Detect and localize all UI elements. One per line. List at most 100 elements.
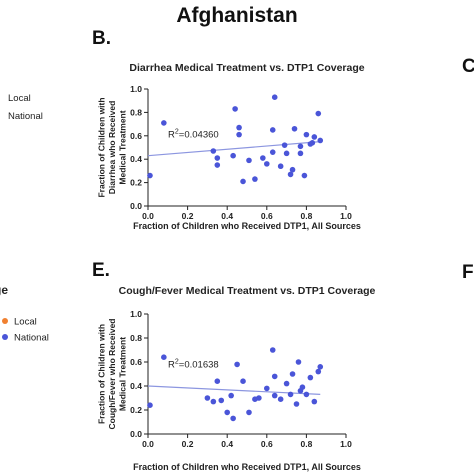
y-tick-label: 0.4 bbox=[130, 381, 142, 391]
data-point bbox=[234, 361, 240, 368]
data-point bbox=[232, 106, 238, 112]
data-point bbox=[287, 171, 294, 178]
y-tick-label: 0.4 bbox=[130, 154, 142, 164]
y-axis-label-line: Fraction of Children with bbox=[97, 97, 107, 197]
r-squared-superscript: 2 bbox=[175, 359, 179, 366]
panel-letter: E. bbox=[92, 260, 110, 281]
r-squared-prefix: R bbox=[168, 360, 175, 371]
data-point bbox=[317, 137, 324, 144]
y-tick-label: 0.8 bbox=[130, 107, 142, 117]
data-point bbox=[277, 396, 284, 403]
x-tick-label: 0.0 bbox=[142, 439, 154, 449]
data-point bbox=[309, 140, 316, 146]
chart-cough-fever: E. Cough/Fever Medical Treatment vs. DTP1… bbox=[92, 260, 376, 472]
r-squared-prefix: R bbox=[168, 130, 175, 141]
data-point bbox=[218, 397, 225, 404]
data-point bbox=[283, 380, 290, 387]
panel-letter-f: F bbox=[462, 262, 474, 283]
panel-letter-c: C bbox=[462, 56, 474, 77]
r-squared-value: =0.04360 bbox=[179, 130, 219, 141]
data-point bbox=[214, 378, 221, 385]
y-axis-label-line: Cough/Fever who Received bbox=[107, 319, 117, 430]
legend-national-marker bbox=[2, 334, 8, 340]
data-point bbox=[269, 127, 276, 133]
data-point bbox=[246, 157, 252, 164]
y-axis-label: Fraction of Children withDiarrhea who Re… bbox=[97, 97, 128, 197]
data-point bbox=[236, 124, 242, 131]
y-axis-label-line: Fraction of Children with bbox=[97, 324, 107, 424]
data-point bbox=[228, 392, 234, 399]
data-point bbox=[214, 162, 221, 168]
data-point bbox=[260, 155, 266, 161]
y-tick-label: 0.0 bbox=[130, 429, 142, 439]
data-point bbox=[315, 110, 322, 117]
legend-top: Local National bbox=[8, 93, 43, 122]
y-tick-label: 1.0 bbox=[130, 309, 142, 319]
data-point bbox=[161, 120, 167, 126]
data-point bbox=[311, 134, 318, 140]
data-point bbox=[303, 391, 310, 398]
x-tick-label: 0.4 bbox=[221, 211, 233, 221]
data-point bbox=[264, 161, 270, 167]
legend-local-marker bbox=[2, 318, 8, 324]
data-point bbox=[303, 131, 310, 138]
data-point bbox=[210, 148, 217, 154]
data-point bbox=[269, 347, 276, 353]
x-axis-label: Fraction of Children who Received DTP1, … bbox=[133, 221, 361, 231]
data-point bbox=[281, 142, 288, 148]
legend-top-national-label: National bbox=[8, 111, 43, 122]
trend-line bbox=[147, 385, 321, 395]
legend-bottom: Local National bbox=[2, 317, 49, 344]
y-axis-label: Fraction of Children withCough/Fever who… bbox=[97, 319, 128, 430]
data-point bbox=[269, 149, 276, 155]
y-tick-label: 0.2 bbox=[130, 405, 142, 415]
y-tick-label: 0.2 bbox=[130, 178, 142, 188]
y-axis-label-line: Medical Treatment bbox=[118, 110, 128, 184]
r-squared-value: =0.01638 bbox=[179, 360, 219, 371]
data-point bbox=[293, 401, 300, 407]
legend-cut-heading: ge bbox=[0, 283, 8, 297]
data-point bbox=[297, 150, 304, 157]
data-point bbox=[214, 155, 221, 161]
data-point bbox=[283, 150, 290, 157]
figure-title: Afghanistan bbox=[176, 4, 297, 27]
data-point bbox=[299, 384, 306, 391]
data-point bbox=[301, 172, 308, 179]
data-point bbox=[240, 178, 246, 185]
data-point bbox=[271, 94, 278, 100]
y-tick-label: 0.0 bbox=[130, 201, 142, 211]
panel-letter: B. bbox=[92, 28, 111, 49]
data-point bbox=[236, 131, 242, 138]
x-tick-label: 0.6 bbox=[261, 211, 273, 221]
legend-bottom-local-label: Local bbox=[14, 317, 37, 328]
data-point bbox=[287, 391, 294, 398]
data-point bbox=[161, 354, 167, 361]
chart-title: Cough/Fever Medical Treatment vs. DTP1 C… bbox=[119, 285, 376, 297]
x-tick-label: 0.2 bbox=[182, 211, 194, 221]
chart-diarrhea: B. Diarrhea Medical Treatment vs. DTP1 Co… bbox=[92, 28, 365, 231]
legend-top-local-label: Local bbox=[8, 93, 31, 104]
x-tick-label: 0.8 bbox=[300, 439, 312, 449]
data-point bbox=[317, 364, 324, 370]
data-point bbox=[246, 409, 252, 416]
legend-bottom-national-label: National bbox=[14, 333, 49, 344]
x-tick-label: 1.0 bbox=[340, 211, 352, 221]
r-squared-superscript: 2 bbox=[175, 129, 179, 136]
data-point bbox=[264, 385, 270, 392]
data-point bbox=[311, 398, 318, 405]
x-tick-label: 1.0 bbox=[340, 439, 352, 449]
data-point bbox=[230, 152, 236, 159]
data-point bbox=[210, 398, 217, 405]
x-tick-label: 0.0 bbox=[142, 211, 154, 221]
y-tick-label: 0.6 bbox=[130, 357, 142, 367]
data-point bbox=[147, 172, 153, 179]
x-tick-label: 0.8 bbox=[300, 211, 312, 221]
x-tick-label: 0.6 bbox=[261, 439, 273, 449]
data-point bbox=[289, 371, 296, 377]
y-tick-label: 0.6 bbox=[130, 131, 142, 141]
data-point bbox=[147, 402, 153, 409]
r-squared-annotation: R2=0.01638 bbox=[168, 359, 219, 371]
data-point bbox=[277, 163, 284, 170]
chart-title: Diarrhea Medical Treatment vs. DTP1 Cove… bbox=[129, 62, 364, 74]
